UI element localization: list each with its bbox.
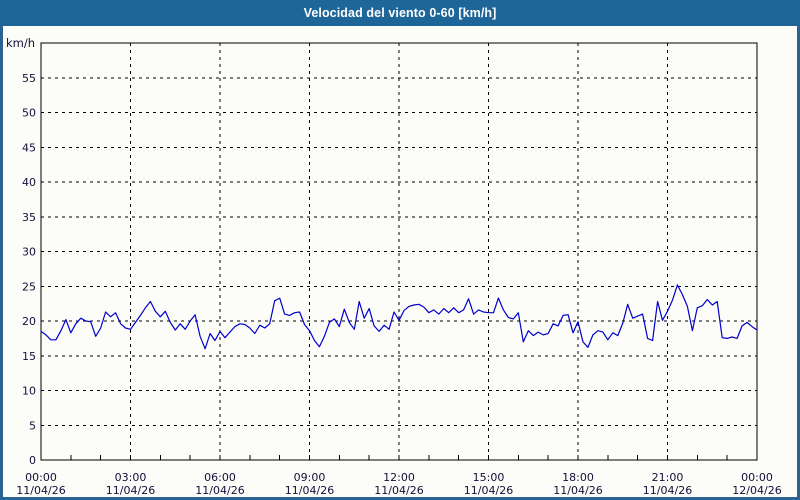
x-tick-time-label: 15:00 [473, 471, 505, 484]
x-tick-time-label: 03:00 [115, 471, 147, 484]
y-tick-label: 5 [29, 419, 36, 432]
frame-border-right [797, 26, 800, 500]
x-tick-time-label: 09:00 [294, 471, 326, 484]
x-tick-time-label: 00:00 [25, 471, 57, 484]
x-tick-time-label: 18:00 [562, 471, 594, 484]
frame-border-bottom [0, 497, 800, 500]
y-tick-label: 30 [22, 246, 36, 259]
title-bar: Velocidad del viento 0-60 [km/h] [0, 0, 800, 26]
x-tick-date-label: 11/04/26 [374, 484, 423, 497]
y-tick-label: 50 [22, 107, 36, 120]
y-tick-label: 40 [22, 176, 36, 189]
x-tick-date-label: 11/04/26 [643, 484, 692, 497]
wind-speed-line [40, 284, 758, 350]
y-tick-label: 45 [22, 141, 36, 154]
x-tick-date-label: 12/04/26 [732, 484, 781, 497]
x-tick-time-label: 12:00 [383, 471, 415, 484]
x-tick-date-label: 11/04/26 [553, 484, 602, 497]
x-tick-time-label: 00:00 [741, 471, 773, 484]
y-axis-unit-label: km/h [5, 36, 35, 50]
chart-title: Velocidad del viento 0-60 [km/h] [303, 6, 497, 20]
x-tick-time-label: 06:00 [204, 471, 236, 484]
y-tick-label: 55 [22, 72, 36, 85]
y-tick-label: 25 [22, 280, 36, 293]
y-tick-label: 15 [22, 350, 36, 363]
x-tick-time-label: 21:00 [652, 471, 684, 484]
frame-border-left [0, 26, 3, 500]
x-tick-date-label: 11/04/26 [106, 484, 155, 497]
x-tick-date-label: 11/04/26 [285, 484, 334, 497]
y-tick-label: 35 [22, 211, 36, 224]
y-tick-label: 20 [22, 315, 36, 328]
x-tick-date-label: 11/04/26 [16, 484, 65, 497]
y-tick-label: 10 [22, 385, 36, 398]
y-tick-label: 0 [29, 454, 36, 467]
x-tick-date-label: 11/04/26 [464, 484, 513, 497]
x-tick-date-label: 11/04/26 [195, 484, 244, 497]
